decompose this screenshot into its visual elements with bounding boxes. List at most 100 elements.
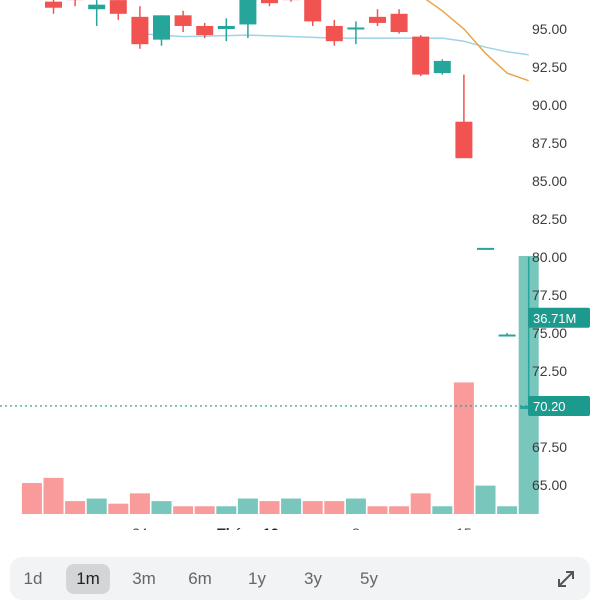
volume-bar — [65, 501, 86, 514]
range-button-3m[interactable]: 3m — [132, 569, 156, 588]
candle-body — [153, 15, 170, 40]
candle-body — [498, 334, 516, 337]
candle-body — [325, 25, 343, 42]
range-button-1m[interactable]: 1m — [66, 564, 110, 594]
y-tick-label: 80.00 — [532, 249, 567, 265]
candle-body — [347, 27, 365, 30]
volume-tag-bg — [528, 307, 590, 328]
y-tick-label: 67.50 — [532, 439, 567, 455]
volume-bar — [237, 498, 258, 514]
range-button-6m[interactable]: 6m — [188, 569, 212, 588]
candle-body — [217, 25, 235, 29]
candle-body — [131, 16, 149, 45]
candle — [153, 15, 170, 46]
volume-bar — [108, 503, 129, 514]
candle-body — [369, 16, 386, 23]
volume-bar — [453, 382, 474, 514]
candle-body — [412, 36, 430, 75]
candle — [45, 0, 62, 14]
candle — [282, 0, 300, 2]
price-tag-text: 70.20 — [533, 399, 566, 414]
candle — [109, 0, 127, 20]
y-tick-label: 90.00 — [532, 97, 567, 113]
volume-bar — [129, 493, 150, 514]
volume-bar — [216, 506, 237, 514]
candle-body — [433, 60, 451, 74]
volume-bar — [302, 501, 323, 514]
candle — [433, 59, 451, 75]
candle-body — [45, 1, 62, 8]
volume-bar — [345, 498, 366, 514]
volume-bar — [151, 501, 172, 514]
x-tick-label: Tháng 12 — [217, 525, 279, 530]
y-tick-label: 85.00 — [532, 173, 567, 189]
candle-body — [109, 0, 127, 14]
candle — [239, 0, 257, 39]
y-tick-label: 95.00 — [532, 21, 567, 37]
candles — [45, 0, 538, 411]
candle-body — [196, 25, 214, 36]
volume-bar — [497, 506, 518, 514]
volume-bar — [43, 477, 64, 514]
candle-body — [88, 4, 106, 10]
candle — [174, 10, 192, 33]
y-tick-label: 77.50 — [532, 287, 567, 303]
range-button-1y[interactable]: 1y — [248, 569, 266, 588]
ma-line-orange — [425, 0, 529, 82]
range-button-5y[interactable]: 5y — [360, 569, 378, 588]
candle-body — [390, 13, 408, 33]
price-tags: 36.71M 70.20 — [528, 307, 590, 416]
candle — [390, 9, 408, 34]
expand-diagonal-icon[interactable] — [554, 567, 578, 591]
candle — [412, 35, 430, 77]
candle-body — [477, 247, 494, 250]
volume-bar — [389, 506, 410, 514]
candle-body — [261, 0, 278, 4]
y-tick-label: 82.50 — [532, 211, 567, 227]
volume-bar — [86, 498, 107, 514]
candle — [196, 22, 214, 39]
x-tick-label: 15 — [456, 525, 472, 530]
y-tick-label: 75.00 — [532, 325, 567, 341]
volume-bar — [324, 501, 345, 514]
y-tick-label: 92.50 — [532, 59, 567, 75]
candle — [369, 9, 386, 26]
x-axis: 24 Tháng 12 8 15 — [132, 525, 472, 530]
volume-bar — [21, 483, 42, 514]
candle-body — [239, 0, 257, 25]
candle — [261, 0, 278, 7]
price-tag-bg — [528, 395, 590, 416]
candle — [131, 6, 149, 49]
candle — [217, 18, 235, 42]
x-tick-label: 8 — [352, 525, 360, 530]
price-tag: 70.20 — [528, 395, 590, 416]
volume-bars — [21, 256, 539, 514]
candle — [88, 0, 106, 26]
volume-tag-text: 36.71M — [533, 311, 576, 326]
candle-body — [304, 0, 322, 22]
candle-body — [174, 15, 192, 26]
volume-bar — [432, 506, 453, 514]
range-button-1d[interactable]: 1d — [23, 569, 43, 588]
price-chart[interactable]: 95.00 92.50 90.00 87.50 85.00 82.50 80.00 77.50… — [0, 0, 600, 530]
candle — [304, 0, 322, 26]
volume-bar — [367, 506, 388, 514]
candle — [66, 0, 84, 7]
volume-bar — [259, 501, 280, 514]
y-tick-label: 72.50 — [532, 363, 567, 379]
range-button-3y[interactable]: 3y — [304, 569, 322, 588]
y-tick-label: 65.00 — [532, 477, 567, 493]
volume-tag: 36.71M — [528, 307, 590, 328]
range-selector: 1d 1m 3m 6m 1y 3y 5y — [10, 557, 590, 600]
candle — [325, 19, 343, 46]
x-tick-label: 24 — [132, 525, 148, 530]
volume-bar — [173, 506, 194, 514]
candle — [477, 247, 494, 250]
volume-bar — [281, 498, 302, 514]
candle — [455, 74, 473, 159]
volume-bar — [475, 485, 496, 514]
candle-body — [455, 121, 473, 159]
volume-bar — [194, 506, 215, 514]
candle — [347, 21, 365, 45]
candle — [498, 333, 516, 337]
